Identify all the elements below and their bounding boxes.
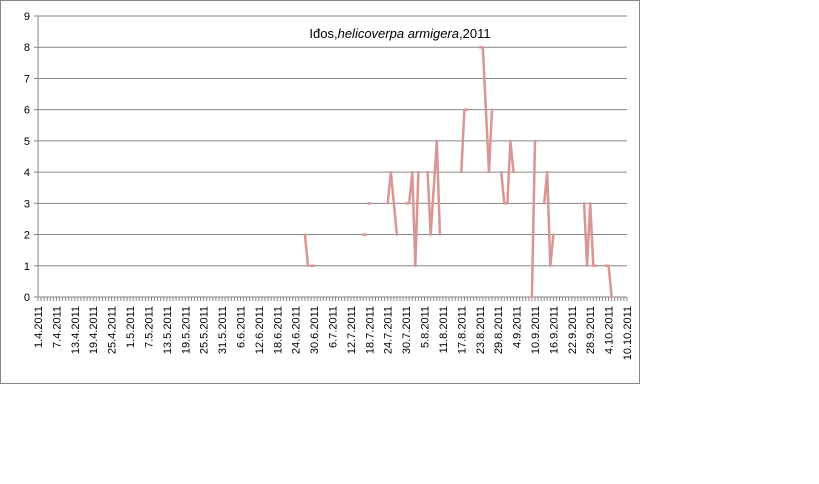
series-line-segment — [426, 139, 442, 236]
x-tick-label: 10.10.2011 — [622, 306, 634, 360]
x-tick-label: 13.4.2011 — [70, 306, 82, 354]
x-tick-label: 1.4.2011 — [33, 306, 45, 348]
x-tick-label: 18.7.2011 — [364, 306, 376, 354]
y-tick-label: 1 — [24, 261, 30, 273]
x-tick-label: 12.7.2011 — [346, 306, 358, 354]
y-tick-label: 7 — [24, 73, 30, 85]
series-line-segment — [542, 170, 555, 268]
x-tick-label: 19.5.2011 — [180, 306, 192, 354]
y-tick-label: 3 — [24, 198, 30, 210]
y-tick-label: 4 — [24, 167, 30, 179]
x-tick-label: 24.6.2011 — [291, 306, 303, 354]
x-tick-label: 7.5.2011 — [143, 306, 155, 348]
x-tick-label: 25.5.2011 — [199, 306, 211, 354]
x-tick-label: 28.9.2011 — [585, 306, 597, 354]
y-tick-label: 0 — [24, 292, 30, 304]
title-part-3: ,2011 — [459, 26, 491, 41]
series-line-segment — [499, 139, 515, 205]
x-tick-label: 30.6.2011 — [309, 306, 321, 354]
y-tick-label: 8 — [24, 42, 30, 54]
x-tick-label: 6.7.2011 — [328, 306, 340, 348]
x-tick-label: 7.4.2011 — [51, 306, 63, 348]
x-tick-label: 25.4.2011 — [107, 306, 119, 354]
x-tick-label: 29.8.2011 — [493, 306, 505, 354]
y-tick-label: 2 — [24, 230, 30, 242]
x-tick-label: 22.9.2011 — [567, 306, 579, 354]
x-tick-label: 31.5.2011 — [217, 306, 229, 354]
x-tick-label: 18.6.2011 — [272, 306, 284, 354]
x-tick-label: 17.8.2011 — [456, 306, 468, 354]
x-tick-label: 12.6.2011 — [254, 306, 266, 354]
series-line-segment — [530, 139, 537, 299]
series-line-segment — [303, 233, 310, 268]
x-tick-label: 16.9.2011 — [548, 306, 560, 354]
x-tick-label: 1.5.2011 — [125, 306, 137, 348]
title-part-1: Iđos, — [309, 26, 337, 41]
x-tick-label: 24.7.2011 — [383, 306, 395, 354]
series-line-segment — [478, 45, 494, 174]
series-line-segment — [582, 202, 598, 268]
x-tick-label: 30.7.2011 — [401, 306, 413, 354]
x-tick-label: 23.8.2011 — [475, 306, 487, 354]
y-tick-label: 5 — [24, 136, 30, 148]
y-tick-label: 6 — [24, 105, 30, 117]
x-tick-label: 6.6.2011 — [235, 306, 247, 348]
y-tick-label: 9 — [24, 11, 30, 23]
series-line-segment — [386, 170, 399, 236]
series-line-segment — [460, 108, 469, 174]
title-part-2: helicoverpa armigera — [338, 26, 459, 41]
x-tick-label: 13.5.2011 — [162, 306, 174, 354]
series-line-segment — [604, 264, 613, 299]
x-tick-label: 10.9.2011 — [530, 306, 542, 354]
x-tick-label: 5.8.2011 — [420, 306, 432, 348]
series-line-segment — [404, 170, 420, 268]
x-tick-label: 4.9.2011 — [512, 306, 524, 348]
x-tick-label: 19.4.2011 — [88, 306, 100, 354]
x-tick-label: 4.10.2011 — [604, 306, 616, 354]
x-tick-label: 11.8.2011 — [438, 306, 450, 353]
chart-title: Iđos,helicoverpa armigera,2011 — [309, 26, 490, 41]
